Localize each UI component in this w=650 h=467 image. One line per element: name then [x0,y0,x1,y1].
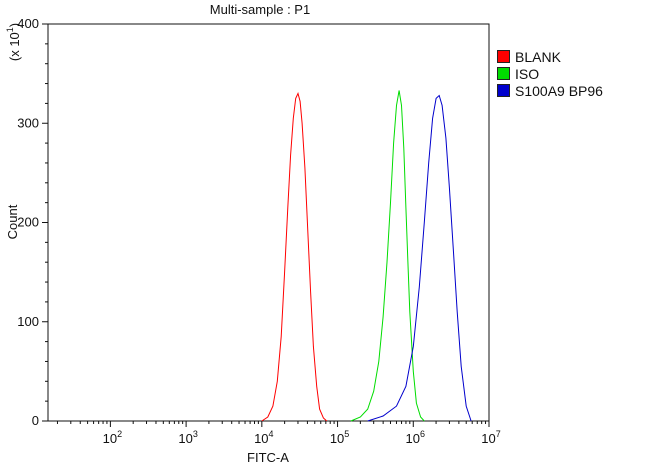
legend-label: ISO [515,65,540,82]
series-line-1 [350,90,425,422]
y-tick-label: 100 [17,314,39,329]
legend-label: S100A9 BP96 [515,82,603,99]
x-tick-label: 107 [481,429,500,446]
legend-item-0: BLANK [497,48,603,65]
y-multiplier-text: (x 10 [7,32,22,61]
y-axis-label: Count [5,204,20,239]
x-tick-label: 103 [178,429,197,446]
series-line-0 [261,92,328,422]
legend-swatch [497,67,510,80]
y-tick-label: 0 [32,413,39,428]
y-multiplier-exponent: 1 [5,27,15,32]
x-tick-label: 106 [406,429,425,446]
svg-text:(x 101): (x 101) [5,23,22,61]
y-tick-label: 400 [17,16,39,31]
x-tick-label: 102 [103,429,122,446]
plot-frame [47,23,490,422]
x-axis-label: FITC-A [247,450,289,465]
y-tick-label: 200 [17,215,39,230]
series-line-2 [367,94,472,422]
legend: BLANK ISO S100A9 BP96 [497,48,603,99]
y-tick-label: 300 [17,115,39,130]
legend-swatch [497,84,510,97]
legend-label: BLANK [515,48,561,65]
x-tick-label: 105 [330,429,349,446]
legend-item-2: S100A9 BP96 [497,82,603,99]
legend-swatch [497,50,510,63]
chart-title: Multi-sample : P1 [210,2,310,17]
x-tick-label: 104 [254,429,273,446]
y-multiplier-label: (x 101) [5,23,22,61]
legend-item-1: ISO [497,65,603,82]
